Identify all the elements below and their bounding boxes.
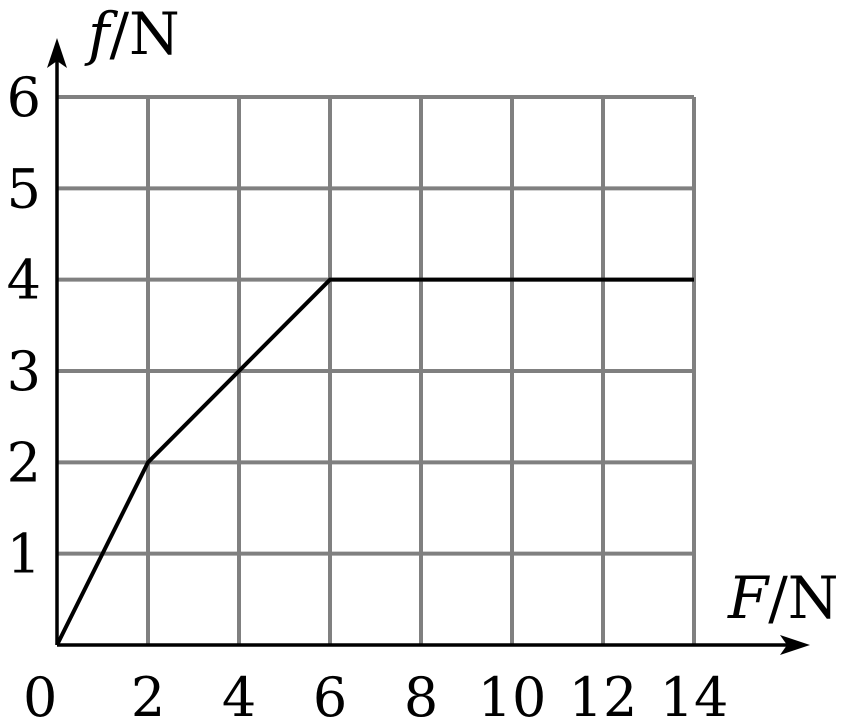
series-line: [55, 277, 694, 646]
y-tick-label: 6: [7, 66, 41, 129]
x-tick-label: 14: [660, 666, 729, 721]
y-tick-label: 3: [7, 340, 41, 403]
x-tick-label: 8: [404, 666, 438, 721]
x-tick-label: 4: [222, 666, 256, 721]
x-tick-label: 12: [569, 666, 638, 721]
y-axis-arrow-icon: [47, 38, 67, 68]
x-tick-label: 2: [131, 666, 165, 721]
grid: [57, 95, 696, 645]
y-tick-label: 4: [7, 249, 41, 312]
x-axis-arrow-icon: [780, 635, 810, 655]
series-layer: [55, 277, 694, 646]
y-axis-label: f/N: [84, 0, 180, 68]
axes: [47, 38, 810, 655]
x-axis-label: F/N: [727, 564, 839, 632]
x-tick-label: 6: [313, 666, 347, 721]
y-tick-label: 1: [7, 523, 41, 586]
x-tick-label: 0: [23, 666, 57, 721]
y-tick-label: 5: [7, 157, 41, 220]
x-tick-label: 10: [478, 666, 547, 721]
x-axis-label-unit: /N: [768, 564, 838, 632]
x-axis-label-var: F: [727, 564, 770, 632]
y-axis-label-unit: /N: [109, 0, 179, 68]
y-tick-label: 2: [7, 431, 41, 494]
